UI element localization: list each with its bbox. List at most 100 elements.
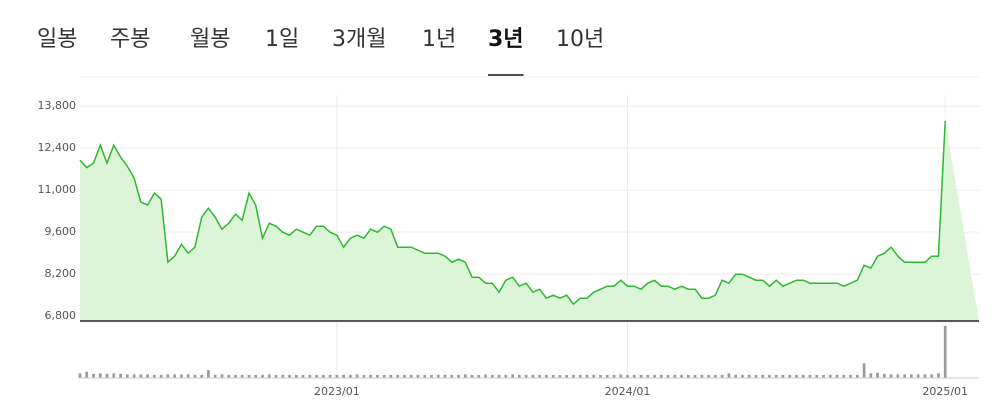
volume-bar — [605, 374, 609, 378]
volume-bar — [355, 374, 359, 378]
volume-bar — [146, 374, 149, 378]
y-tick-label: 9,600 — [45, 225, 77, 238]
volume-bar — [409, 374, 413, 378]
volume-bar — [849, 374, 852, 378]
volume-bar — [910, 374, 913, 378]
volume-bar — [916, 374, 920, 378]
volume-bar — [159, 374, 163, 378]
tab[interactable]: 1일 — [265, 27, 299, 52]
volume-bar — [788, 374, 792, 378]
tab[interactable]: 1년 — [422, 27, 456, 52]
volume-bar — [734, 374, 738, 378]
volume-bar — [281, 374, 285, 378]
volume-bar — [92, 373, 95, 378]
volume-bar — [578, 374, 582, 378]
volume-bar — [416, 374, 420, 378]
volume-bar — [855, 374, 859, 378]
volume-bar — [659, 374, 663, 378]
volume-bar — [207, 370, 210, 378]
volume-bar — [768, 374, 771, 378]
volume-bar — [186, 374, 190, 378]
volume-bar — [180, 374, 183, 378]
volume-bar — [707, 374, 710, 378]
volume-bar — [457, 374, 460, 378]
volume-bar — [328, 374, 332, 378]
volume-bar — [335, 374, 339, 378]
volume-bar — [822, 374, 825, 378]
volume-bar — [943, 326, 947, 378]
volume-bar — [619, 374, 623, 378]
volume-bar — [139, 374, 143, 378]
volume-bar — [646, 374, 650, 378]
volume-bar — [240, 374, 244, 378]
volume-bar — [653, 374, 656, 378]
y-tick-label: 11,000 — [38, 183, 77, 196]
volume-bar — [288, 374, 291, 378]
volume-bar — [754, 374, 758, 378]
price-line — [79, 121, 946, 306]
y-tick-label: 12,400 — [38, 141, 77, 154]
volume-bar — [436, 374, 440, 378]
volume-bar — [639, 374, 643, 378]
tab[interactable]: 10년 — [556, 27, 604, 52]
volume-bar — [700, 374, 704, 378]
volume-bar — [727, 373, 731, 378]
volume-bar — [430, 374, 433, 378]
volume-bar — [477, 374, 481, 378]
tab[interactable]: 3년 — [488, 27, 524, 52]
tab[interactable]: 주봉 — [110, 27, 150, 52]
volume-bar — [808, 374, 812, 378]
y-tick-label: 6,800 — [45, 309, 77, 322]
volume-bar — [450, 374, 454, 378]
volume-bar — [883, 373, 886, 378]
volume-bar — [930, 374, 934, 378]
tab[interactable]: 일봉 — [37, 27, 77, 52]
volume-bar — [504, 374, 508, 378]
volume-bar — [862, 363, 866, 378]
volume-bar — [714, 374, 717, 378]
volume-bar — [815, 374, 819, 378]
volume-bar — [267, 374, 271, 378]
volume-bar — [923, 374, 927, 378]
volume-bar — [463, 374, 467, 378]
volume-bar — [112, 373, 116, 378]
volume-bar — [220, 374, 224, 378]
volume-bar — [680, 374, 683, 378]
volume-bar — [686, 374, 690, 378]
x-tick-label: 2025/01 — [922, 385, 968, 398]
volume-bar — [518, 374, 521, 378]
volume-bar — [234, 374, 237, 378]
volume-bar — [572, 374, 575, 378]
volume-bar — [828, 374, 832, 378]
x-tick-label: 2023/01 — [314, 385, 360, 398]
volume-bar — [369, 374, 373, 378]
volume-bar — [761, 374, 765, 378]
volume-bar — [490, 374, 494, 378]
volume-bar — [693, 374, 697, 378]
volume-bar — [497, 374, 501, 378]
volume-bar — [720, 374, 724, 378]
volume-bar — [666, 374, 670, 378]
volume-bar — [308, 374, 312, 378]
volume-bar — [200, 374, 204, 378]
volume-bar — [125, 374, 129, 378]
volume-bar — [362, 374, 366, 378]
tab[interactable]: 월봉 — [190, 27, 230, 52]
volume-bar — [261, 374, 264, 378]
tab[interactable]: 3개월 — [332, 27, 386, 52]
volume-bar — [349, 374, 352, 378]
volume-bar — [538, 374, 541, 378]
volume-bar — [173, 374, 176, 378]
volume-bar — [213, 374, 217, 378]
volume-bar — [531, 374, 535, 378]
volume-bar — [85, 371, 89, 378]
volume-bar — [274, 374, 278, 378]
volume-bar — [376, 374, 379, 378]
volume-bar — [254, 374, 258, 378]
volume-bar — [869, 373, 873, 378]
volume-bar — [896, 374, 900, 378]
volume-bar — [321, 374, 325, 378]
volume-bar — [443, 374, 447, 378]
volume-bar — [632, 374, 636, 378]
volume-bar — [423, 374, 427, 378]
